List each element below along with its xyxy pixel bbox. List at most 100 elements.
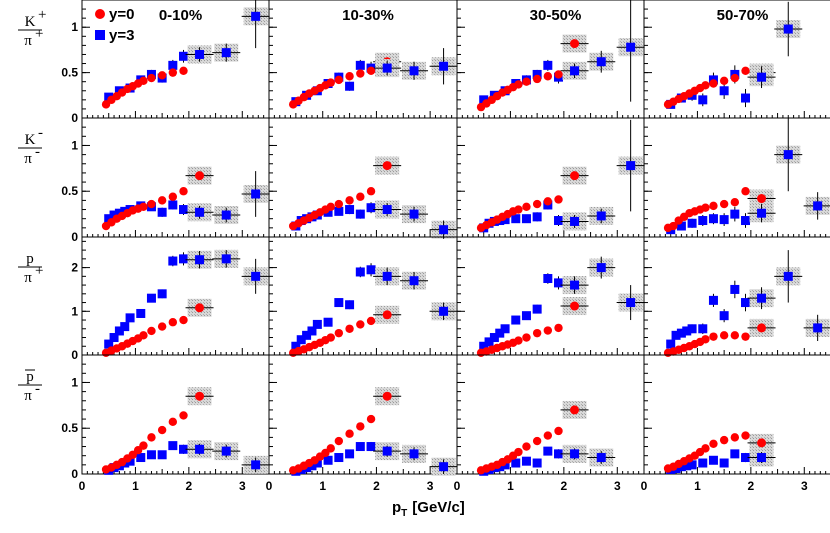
y3-point: [626, 42, 636, 52]
y3-point: [439, 61, 449, 71]
y0-point: [366, 66, 376, 76]
y0-point: [157, 71, 167, 80]
panel-r0-c0: 0 0.5 1 0-10%: [61, 0, 270, 125]
x-tick-label: 0: [454, 479, 461, 493]
y-tick-label: 0: [71, 467, 78, 481]
y3-point: [570, 216, 580, 226]
y3-point: [757, 453, 767, 463]
y0-point: [334, 436, 344, 446]
y3-point: [136, 308, 146, 318]
y3-point: [543, 274, 553, 284]
ratio-numerator: K: [25, 132, 36, 148]
ratio-denominator-sup: -: [35, 144, 40, 160]
y3-point: [532, 304, 542, 314]
y0-point: [719, 199, 729, 209]
y3-point: [708, 455, 718, 465]
y3-point: [554, 449, 564, 459]
y3-point: [741, 216, 751, 226]
y0-point: [356, 320, 365, 329]
y0-point: [532, 436, 542, 446]
legend-label-y3: y=3: [109, 27, 134, 44]
y3-point: [409, 449, 419, 459]
y3-point: [511, 214, 521, 224]
y0-point: [522, 333, 531, 342]
y0-point: [522, 202, 531, 211]
y0-point: [730, 198, 740, 207]
y0-point: [719, 76, 729, 85]
y3-point: [355, 267, 365, 277]
y0-point: [709, 201, 718, 211]
y3-point: [307, 326, 317, 336]
y3-point: [345, 205, 355, 215]
y3-point: [741, 93, 751, 103]
y3-point: [355, 60, 365, 70]
row-label-0: K +π +: [18, 7, 46, 49]
x-tick-label: 2: [373, 479, 380, 493]
x-axis-title-main: p: [392, 499, 401, 516]
y0-point: [179, 315, 188, 325]
x-axis-title: pT [GeV/c]: [392, 499, 465, 519]
y3-point: [719, 458, 729, 468]
panel-r3-c2: [456, 354, 645, 476]
y0-point: [730, 331, 740, 340]
y-tick-label: 0.5: [61, 66, 78, 80]
y3-point: [495, 328, 505, 338]
y0-point: [532, 74, 542, 84]
panel-r1-c0: 00.51: [61, 117, 270, 244]
y0-point: [157, 196, 167, 205]
y0-point: [147, 73, 156, 83]
panel-r1-c3: [643, 117, 830, 238]
y0-point: [741, 431, 750, 440]
y0-point: [709, 332, 718, 341]
x-tick-label: 3: [614, 479, 621, 493]
y0-point: [757, 194, 767, 204]
y3-point: [682, 326, 692, 336]
y0-point: [168, 417, 178, 427]
y0-point: [326, 333, 335, 342]
y3-point: [730, 209, 740, 219]
legend-marker-y3: [95, 30, 105, 40]
y0-point: [514, 447, 523, 457]
y3-point: [109, 210, 119, 220]
panel-r3-c3: [643, 354, 830, 475]
y-tick-label: 1: [71, 20, 78, 34]
y3-point: [382, 205, 392, 215]
y3-point: [366, 265, 376, 275]
y3-point: [570, 449, 580, 459]
y3-point: [521, 214, 531, 224]
y3-point: [195, 207, 205, 217]
y0-point: [345, 196, 354, 205]
y0-point: [514, 336, 523, 345]
y0-point: [554, 323, 563, 333]
y3-point: [136, 453, 146, 463]
ratio-denominator: π: [24, 270, 32, 286]
y3-point: [783, 150, 793, 160]
y0-point: [522, 77, 531, 86]
ratio-denominator: π: [24, 33, 32, 49]
y0-point: [730, 433, 740, 442]
y3-point: [157, 207, 167, 217]
y3-point: [757, 293, 767, 303]
panel-r0-c1: 10-30%: [268, 0, 458, 119]
y0-point: [543, 197, 553, 206]
y0-point: [719, 331, 729, 340]
y0-point: [382, 391, 392, 401]
y3-point: [195, 255, 205, 265]
y3-point: [355, 209, 365, 219]
y3-point: [626, 298, 636, 308]
y0-point: [741, 66, 750, 76]
y-tick-label: 0.5: [61, 421, 78, 435]
y3-point: [730, 449, 740, 459]
y3-point: [783, 24, 793, 34]
y3-point: [157, 450, 167, 460]
panel-r0-c2: 30-50%: [456, 0, 645, 119]
y3-point: [345, 81, 355, 91]
y3-point: [532, 458, 542, 468]
x-tick-label: 3: [801, 479, 808, 493]
centrality-label: 10-30%: [342, 7, 394, 24]
y3-point: [109, 333, 119, 343]
y0-point: [382, 310, 392, 320]
y0-point: [179, 66, 188, 76]
panel-r3-c0: 00.51: [61, 354, 270, 481]
y3-point: [291, 341, 301, 351]
